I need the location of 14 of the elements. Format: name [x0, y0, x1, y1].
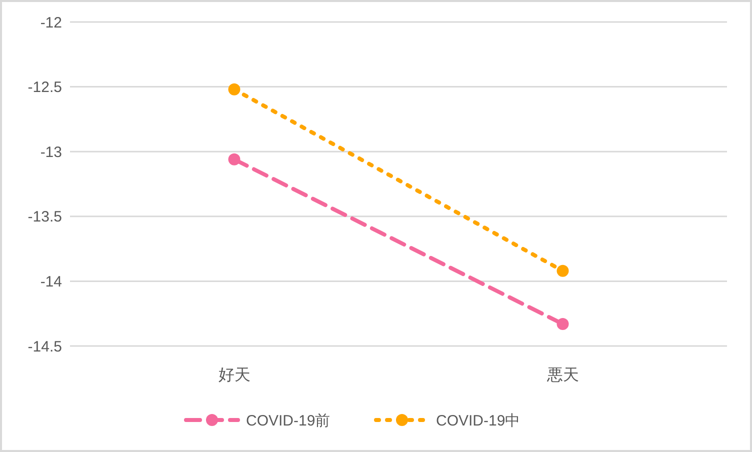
point [556, 318, 569, 330]
y-tick-label: -12.5 [28, 79, 62, 96]
point [228, 83, 240, 96]
y-tick-label: -13.5 [28, 208, 62, 226]
point [228, 153, 240, 166]
y-tick-label: -14.5 [28, 338, 62, 356]
x-tick-label: 悪天 [546, 367, 579, 384]
legend-label: COVID-19前 [246, 412, 330, 430]
x-tick-label: 好天 [218, 367, 250, 384]
y-tick-label: -13 [40, 144, 62, 161]
legend-label: COVID-19中 [436, 412, 520, 430]
point [556, 264, 569, 277]
y-tick-label: -12 [40, 14, 62, 32]
y-tick-label: -14 [40, 273, 62, 290]
